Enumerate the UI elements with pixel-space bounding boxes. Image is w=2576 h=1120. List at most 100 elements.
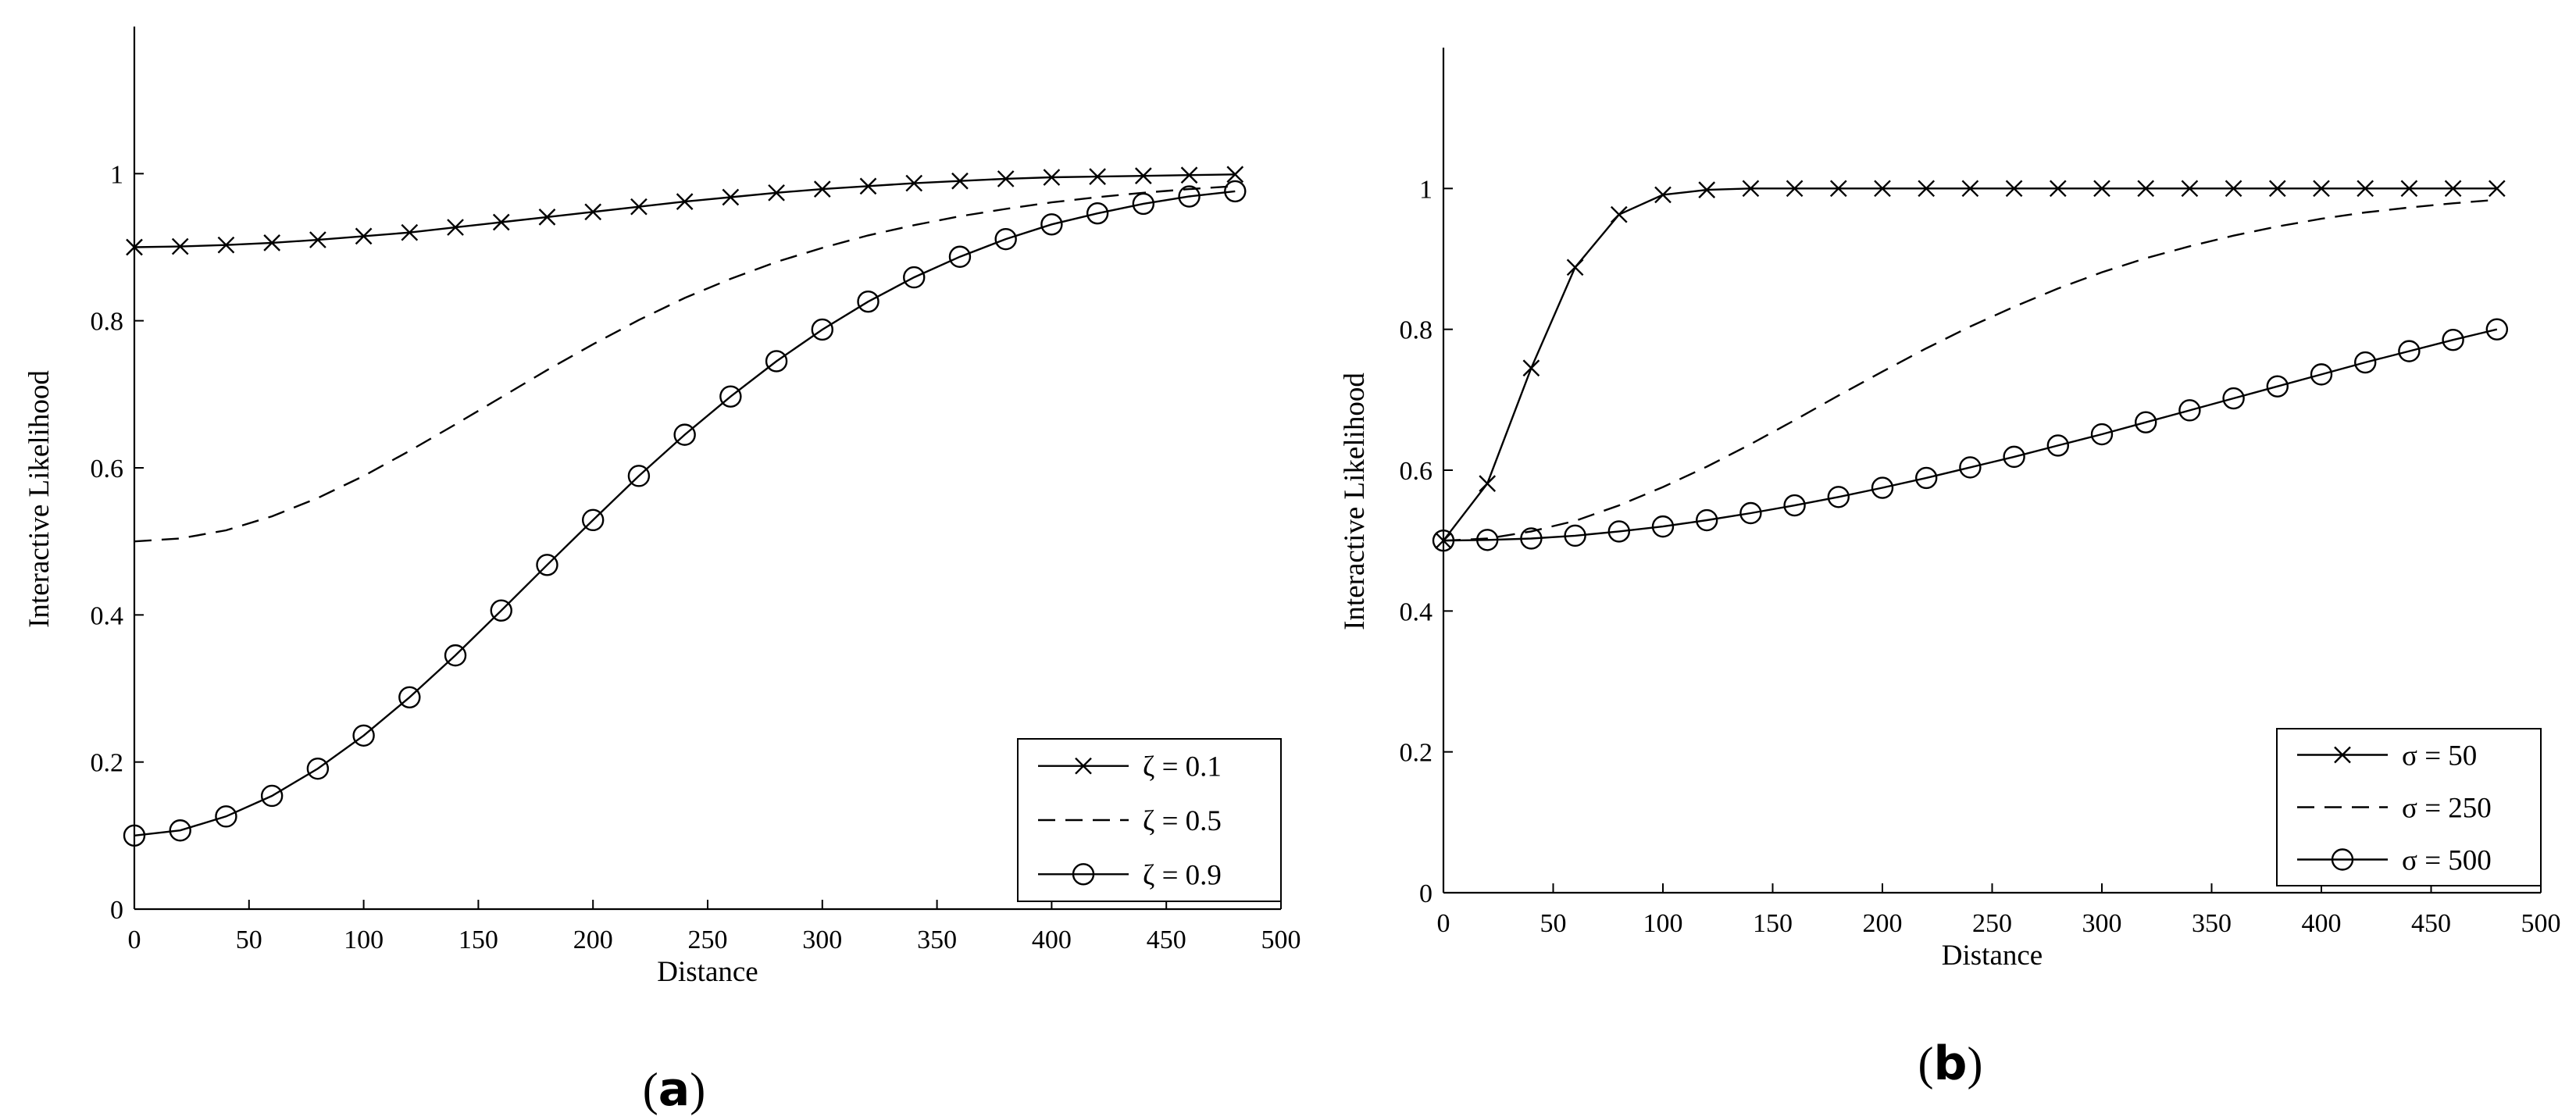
y-tick-label: 0 <box>110 896 123 925</box>
data-point <box>1520 527 1543 550</box>
y-tick-label: 0.4 <box>91 601 124 630</box>
data-point <box>2485 318 2509 341</box>
x-tick-label: 500 <box>2521 909 2561 938</box>
data-point <box>811 318 834 341</box>
data-point <box>1522 359 1540 377</box>
panel-caption: (a) <box>643 1062 705 1117</box>
data-point <box>2137 180 2155 198</box>
data-point <box>1786 180 1804 198</box>
data-point <box>2353 351 2377 374</box>
data-point <box>1610 205 1628 223</box>
data-point <box>1086 202 1109 225</box>
series-line <box>1443 198 2497 542</box>
data-point <box>538 209 556 226</box>
x-tick-label: 0 <box>128 926 141 954</box>
legend: ζ = 0.1 ζ = 0.5 ζ = 0.9 <box>1017 738 1282 902</box>
y-tick-label: 0.2 <box>91 749 124 778</box>
x-tick-label: 300 <box>802 926 842 954</box>
x-tick-label: 450 <box>2411 909 2451 938</box>
series-3 <box>123 180 1247 847</box>
series-line <box>134 173 1236 248</box>
data-point <box>490 599 512 622</box>
y-tick-label: 1 <box>1419 175 1432 204</box>
data-point <box>1961 180 1979 198</box>
data-point <box>948 245 972 268</box>
data-point <box>1654 186 1672 204</box>
series-2 <box>1443 198 2497 542</box>
series-1 <box>126 166 1244 256</box>
data-point <box>951 172 969 190</box>
data-point <box>1043 169 1061 186</box>
x-tick-label: 150 <box>458 926 498 954</box>
series-2 <box>134 185 1236 543</box>
data-point <box>1698 181 1716 198</box>
data-point <box>1829 180 1847 198</box>
x-tick-label: 200 <box>1863 909 1903 938</box>
data-point <box>306 757 330 780</box>
data-point <box>2003 445 2025 469</box>
x-tick-label: 400 <box>2302 909 2342 938</box>
data-point <box>2222 387 2245 410</box>
data-point <box>2046 434 2070 457</box>
legend-label: ζ = 0.9 <box>1143 859 1222 891</box>
data-point <box>2357 180 2374 198</box>
series-line <box>134 190 1236 836</box>
data-point <box>1224 180 1247 203</box>
data-point <box>1874 180 1891 198</box>
data-point <box>630 198 648 216</box>
data-point <box>719 385 742 408</box>
data-point <box>1475 529 1499 551</box>
data-point <box>309 231 326 248</box>
y-tick-label: 0 <box>1419 879 1432 908</box>
x-tick-label: 100 <box>344 926 384 954</box>
data-point <box>352 724 375 747</box>
x-tick-label: 400 <box>1032 926 1072 954</box>
data-point <box>263 234 281 251</box>
x-tick-label: 50 <box>1540 909 1567 938</box>
y-tick-label: 0.8 <box>91 308 124 337</box>
data-point <box>1959 456 1982 479</box>
data-point <box>765 350 788 373</box>
data-point <box>2134 411 2157 433</box>
legend-label: σ = 500 <box>2402 845 2492 877</box>
data-point <box>768 184 785 202</box>
data-point <box>2049 180 2067 198</box>
panel-caption: (b) <box>1918 1036 1983 1091</box>
data-point <box>1739 501 1762 525</box>
y-tick-label: 0.4 <box>1400 597 1433 626</box>
series-line <box>134 185 1236 543</box>
data-point <box>1180 166 1198 184</box>
data-point <box>2398 340 2421 362</box>
series-line <box>1443 187 2497 541</box>
legend-swatch-marker <box>1072 863 1095 886</box>
data-point <box>903 266 926 289</box>
legend-swatch-marker <box>2331 848 2354 871</box>
data-point <box>217 236 235 254</box>
series-line <box>1443 328 2498 542</box>
x-tick-label: 50 <box>236 926 262 954</box>
y-tick-label: 0.6 <box>91 455 124 483</box>
data-point <box>260 784 284 808</box>
data-point <box>2444 180 2462 198</box>
data-point <box>1827 486 1850 508</box>
legend-label: σ = 50 <box>2402 740 2477 772</box>
data-point <box>2488 180 2506 198</box>
data-point <box>492 213 510 231</box>
data-point <box>1566 259 1584 276</box>
legend-swatch-marker <box>2334 746 2351 764</box>
x-tick-label: 0 <box>1437 909 1450 938</box>
data-point <box>2181 180 2199 198</box>
panel-a: 0 50 100 150 200 250 300 350 400 450 500 0 0.2 0.4 0.6… <box>23 27 1301 1117</box>
data-point <box>627 465 651 487</box>
data-point <box>584 203 602 221</box>
data-point <box>447 219 464 236</box>
data-point <box>2225 180 2242 198</box>
data-point <box>2310 363 2333 386</box>
legend-label: ζ = 0.5 <box>1143 805 1222 837</box>
data-point <box>123 824 146 847</box>
data-point <box>171 237 189 255</box>
data-point <box>398 686 421 708</box>
data-point <box>2090 423 2114 446</box>
series-3 <box>1432 318 2509 552</box>
series-1 <box>1435 180 2506 550</box>
